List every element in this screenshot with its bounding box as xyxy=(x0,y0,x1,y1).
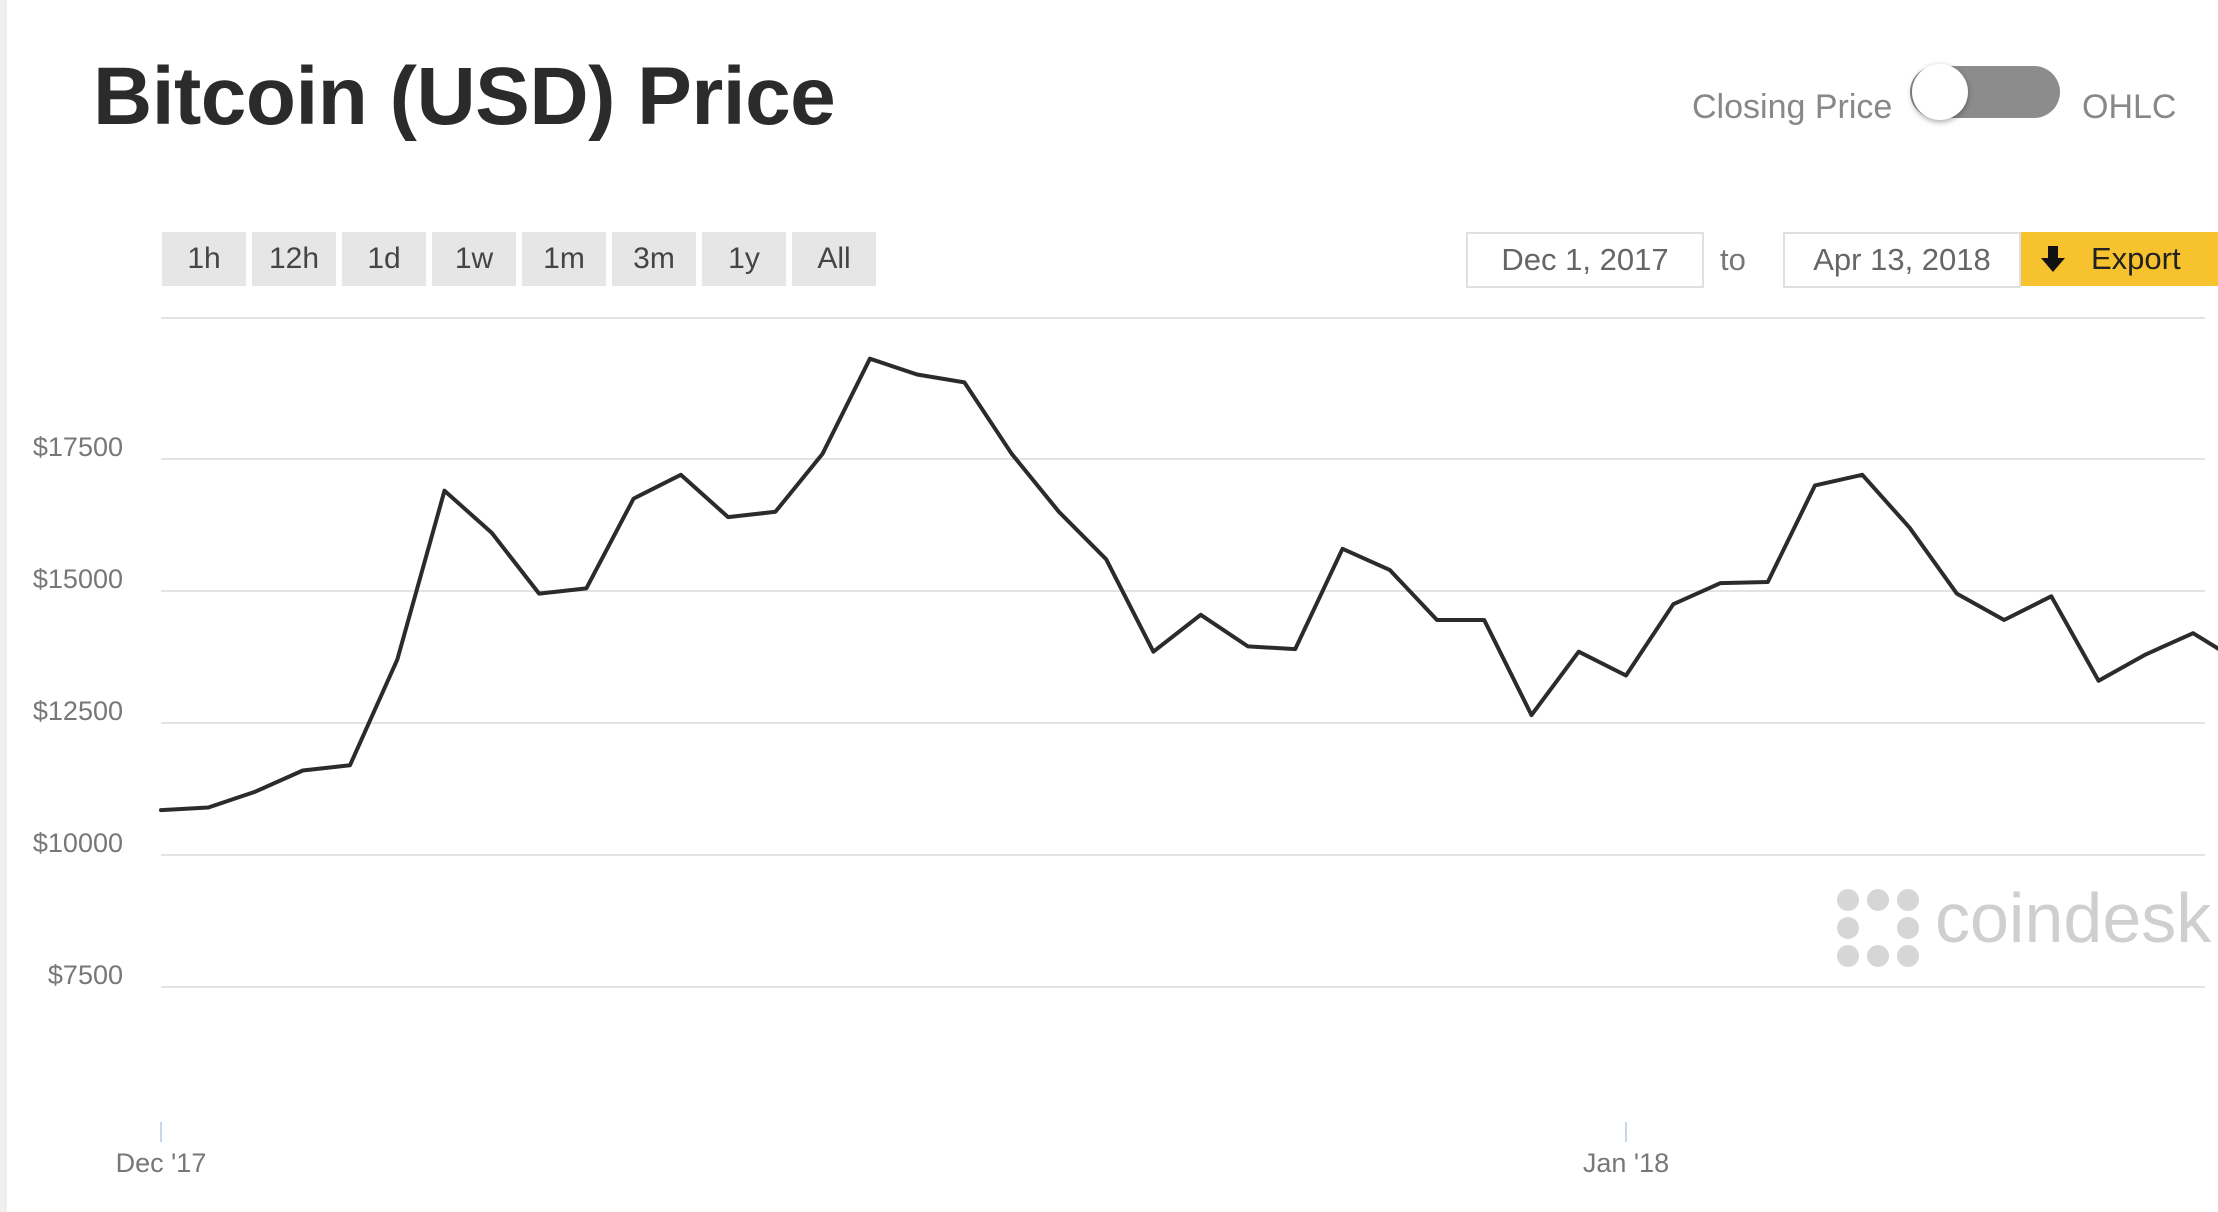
range-button-1y[interactable]: 1y xyxy=(702,232,786,286)
range-button-all[interactable]: All xyxy=(792,232,876,286)
y-tick-label: $7500 xyxy=(48,960,123,990)
coindesk-watermark: coindesk xyxy=(1837,879,2212,967)
date-to-input[interactable]: Apr 13, 2018 xyxy=(1783,232,2021,288)
y-tick-label: $15000 xyxy=(33,564,123,594)
logo-dot xyxy=(1837,889,1859,911)
chart-grid xyxy=(161,317,2205,988)
range-button-12h[interactable]: 12h xyxy=(252,232,336,286)
logo-dot xyxy=(1897,917,1919,939)
range-button-1h[interactable]: 1h xyxy=(162,232,246,286)
logo-dot xyxy=(1837,917,1859,939)
price-mode-toggle[interactable] xyxy=(1910,64,2060,120)
page-title: Bitcoin (USD) Price xyxy=(93,51,836,142)
export-button[interactable]: Export xyxy=(2021,232,2218,286)
logo-dot xyxy=(1867,945,1889,967)
y-tick-label: $17500 xyxy=(33,432,123,462)
ohlc-label: OHLC xyxy=(2082,88,2177,126)
price-series-line xyxy=(159,356,2218,813)
range-button-1d[interactable]: 1d xyxy=(342,232,426,286)
time-range-buttons: 1h 12h 1d 1w 1m 3m 1y All xyxy=(162,232,882,286)
left-edge-strip xyxy=(0,0,7,1212)
date-to-label: to xyxy=(1720,242,1746,277)
coindesk-watermark-text: coindesk xyxy=(1935,879,2212,957)
x-tick-label: Dec '17 xyxy=(116,1148,207,1178)
range-button-1m[interactable]: 1m xyxy=(522,232,606,286)
toggle-knob[interactable] xyxy=(1912,64,1968,120)
x-tick-label: Jan '18 xyxy=(1583,1148,1669,1178)
download-arrow-icon xyxy=(2041,246,2065,272)
logo-dot xyxy=(1837,945,1859,967)
y-tick-label: $12500 xyxy=(33,696,123,726)
range-button-3m[interactable]: 3m xyxy=(612,232,696,286)
coindesk-logo-icon xyxy=(1837,889,1919,967)
y-tick-label: $10000 xyxy=(33,828,123,858)
logo-dot xyxy=(1867,889,1889,911)
logo-dot xyxy=(1897,889,1919,911)
logo-dot xyxy=(1897,945,1919,967)
y-axis-labels: $7500 $10000 $12500 $15000 $17500 xyxy=(33,432,123,990)
export-label: Export xyxy=(2091,241,2181,276)
closing-price-label: Closing Price xyxy=(1692,88,1893,126)
date-from-input[interactable]: Dec 1, 2017 xyxy=(1466,232,1704,288)
range-button-1w[interactable]: 1w xyxy=(432,232,516,286)
